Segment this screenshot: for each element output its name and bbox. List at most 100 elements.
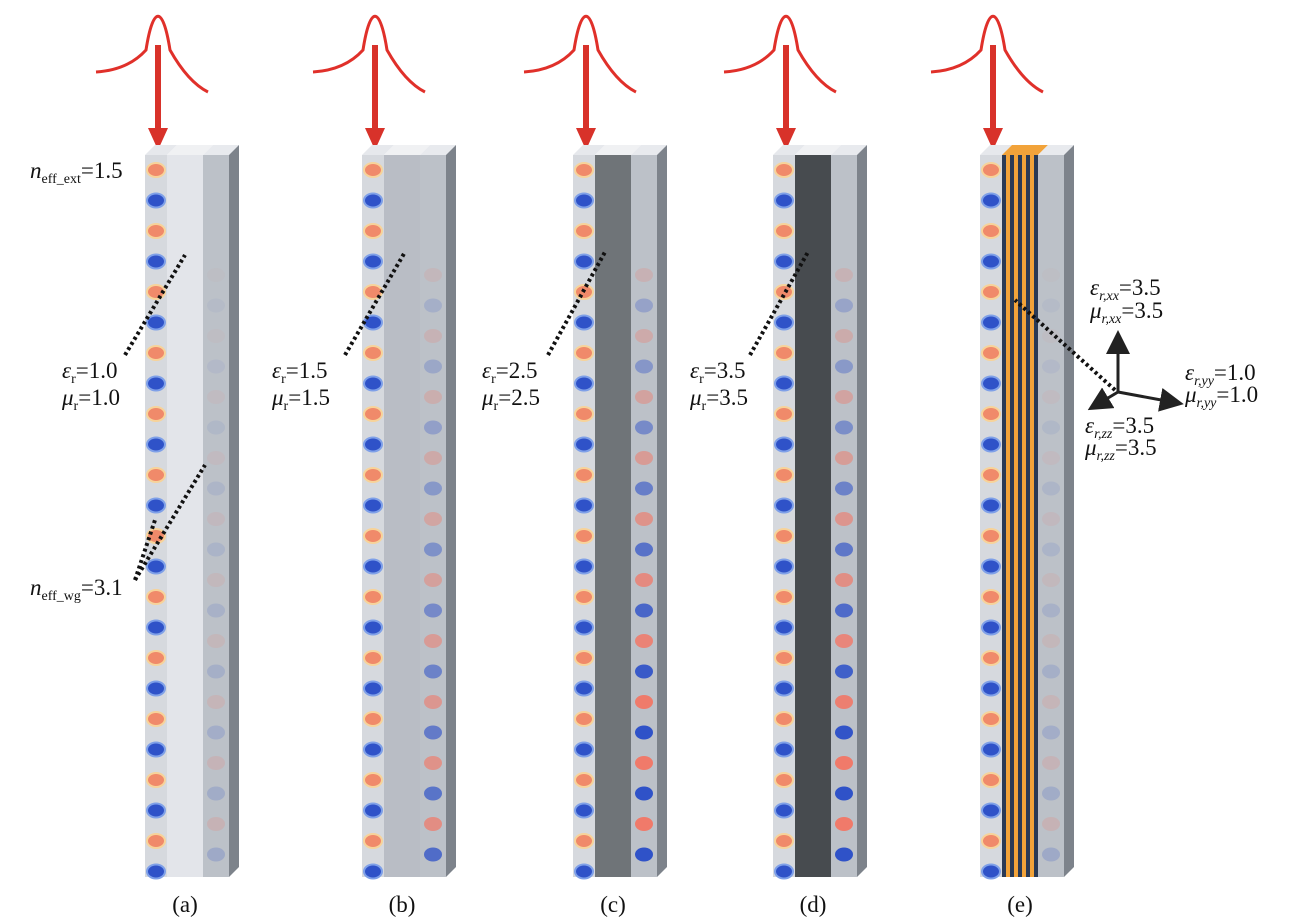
symbol: n bbox=[30, 575, 42, 600]
field-spot bbox=[982, 224, 1000, 238]
field-spot bbox=[147, 163, 165, 177]
field-spot bbox=[775, 499, 793, 513]
field-spot bbox=[424, 390, 442, 404]
value: =3.5 bbox=[706, 385, 748, 410]
symbol: μ bbox=[61, 385, 74, 410]
field-spot bbox=[775, 590, 793, 604]
subscript: r,xx bbox=[1102, 312, 1123, 327]
field-spot bbox=[775, 224, 793, 238]
field-spot bbox=[575, 316, 593, 330]
field-spot bbox=[364, 682, 382, 696]
field-spot bbox=[775, 651, 793, 665]
field-spot bbox=[575, 499, 593, 513]
field-spot bbox=[575, 804, 593, 818]
field-spot bbox=[635, 329, 653, 343]
subscript: r,xx bbox=[1099, 289, 1120, 304]
field-spot bbox=[147, 346, 165, 360]
panel: (b)εr=1.5μr=1.5 bbox=[271, 16, 456, 917]
field-spot bbox=[635, 665, 653, 679]
value: =1.5 bbox=[286, 358, 328, 383]
field-spot bbox=[835, 665, 853, 679]
subscript: eff_ext bbox=[42, 172, 81, 187]
field-spot bbox=[424, 299, 442, 313]
field-spot bbox=[835, 634, 853, 648]
field-spot bbox=[635, 634, 653, 648]
field-spot bbox=[982, 773, 1000, 787]
field-spot bbox=[1042, 543, 1060, 557]
field-spot bbox=[424, 451, 442, 465]
field-spot bbox=[635, 299, 653, 313]
field-spot bbox=[575, 773, 593, 787]
field-spot bbox=[364, 224, 382, 238]
field-spot bbox=[982, 346, 1000, 360]
field-spot bbox=[775, 163, 793, 177]
field-spot bbox=[1042, 360, 1060, 374]
field-spot bbox=[635, 512, 653, 526]
field-spot bbox=[364, 255, 382, 269]
annotation: μr,xx=3.5 bbox=[1089, 298, 1163, 327]
field-spot bbox=[635, 390, 653, 404]
field-spot bbox=[424, 634, 442, 648]
field-spot bbox=[982, 255, 1000, 269]
field-spot bbox=[424, 817, 442, 831]
field-spot bbox=[207, 299, 225, 313]
field-spot bbox=[982, 834, 1000, 848]
field-spot bbox=[835, 390, 853, 404]
panel-label: (d) bbox=[800, 892, 827, 917]
field-spot bbox=[424, 543, 442, 557]
field-spot bbox=[982, 377, 1000, 391]
field-spot bbox=[775, 560, 793, 574]
field-spot bbox=[364, 346, 382, 360]
field-spot bbox=[982, 712, 1000, 726]
slab-stripe bbox=[1006, 155, 1010, 877]
slab-stripe bbox=[1010, 155, 1014, 877]
field-spot bbox=[207, 268, 225, 282]
panel: (e)εr,xx=3.5μr,xx=3.5εr,yy=1.0μr,yy=1.0ε… bbox=[931, 16, 1258, 917]
field-spot bbox=[635, 726, 653, 740]
field-spot bbox=[364, 865, 382, 879]
slab-stripe bbox=[1002, 155, 1006, 877]
field-spot bbox=[835, 543, 853, 557]
field-spot bbox=[982, 407, 1000, 421]
field-spot bbox=[775, 407, 793, 421]
annotation: εr=3.5 bbox=[690, 358, 745, 387]
field-spot bbox=[1042, 634, 1060, 648]
field-spot bbox=[147, 682, 165, 696]
field-spot bbox=[424, 787, 442, 801]
field-spot bbox=[207, 543, 225, 557]
field-spot bbox=[147, 407, 165, 421]
symbol: μ bbox=[481, 385, 494, 410]
symbol: n bbox=[30, 158, 42, 183]
wg-side bbox=[1064, 145, 1074, 877]
field-spot bbox=[835, 329, 853, 343]
field-spot bbox=[1042, 695, 1060, 709]
field-spot bbox=[424, 573, 442, 587]
field-spot bbox=[147, 621, 165, 635]
field-spot bbox=[575, 438, 593, 452]
field-spot bbox=[207, 421, 225, 435]
field-spot bbox=[835, 482, 853, 496]
field-spot bbox=[1042, 817, 1060, 831]
field-spot bbox=[575, 529, 593, 543]
field-spot bbox=[1042, 665, 1060, 679]
field-spot bbox=[575, 560, 593, 574]
field-spot bbox=[364, 407, 382, 421]
field-spot bbox=[147, 529, 165, 543]
field-spot bbox=[635, 451, 653, 465]
field-spot bbox=[207, 634, 225, 648]
field-spot bbox=[982, 468, 1000, 482]
field-spot bbox=[364, 804, 382, 818]
field-spot bbox=[147, 224, 165, 238]
field-spot bbox=[775, 377, 793, 391]
field-spot bbox=[1042, 787, 1060, 801]
field-spot bbox=[635, 756, 653, 770]
field-spot bbox=[147, 377, 165, 391]
field-spot bbox=[1042, 482, 1060, 496]
field-spot bbox=[635, 482, 653, 496]
subscript: r,yy bbox=[1197, 396, 1218, 411]
field-spot bbox=[147, 590, 165, 604]
field-spot bbox=[147, 255, 165, 269]
field-spot bbox=[982, 194, 1000, 208]
symbol: μ bbox=[1184, 382, 1197, 407]
value: =1.5 bbox=[81, 158, 123, 183]
